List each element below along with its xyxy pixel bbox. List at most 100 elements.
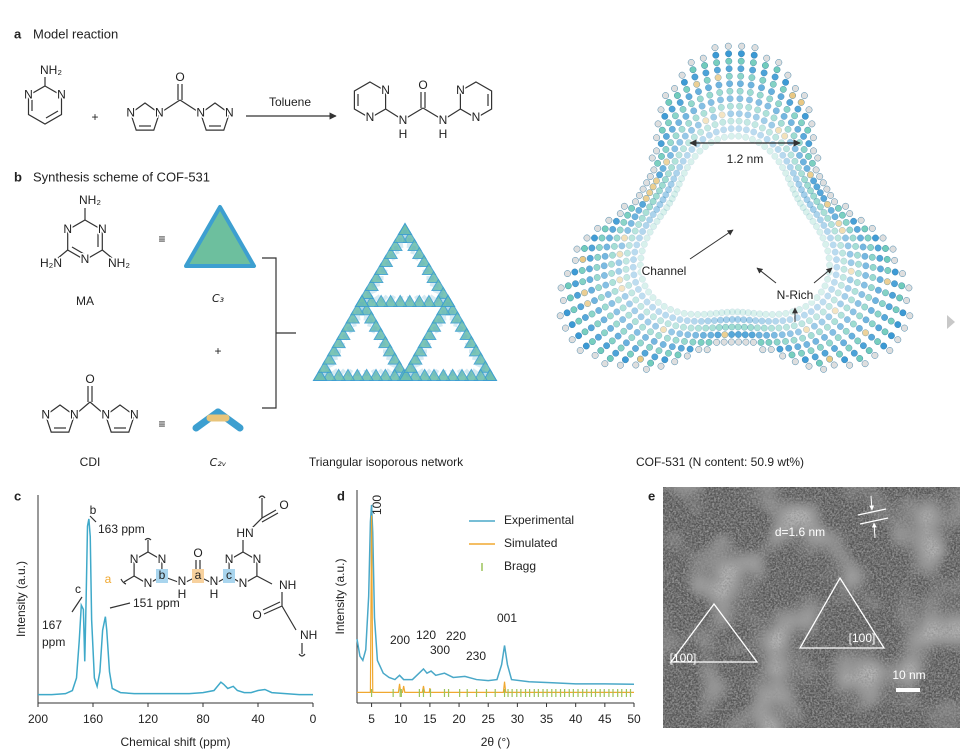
cof-atom [608,269,615,277]
cof-atom [613,308,621,316]
cof-atom [598,234,606,242]
cof-atom [783,157,791,165]
cof-atom [695,324,702,332]
cof-atom [737,65,745,73]
network-tile [377,335,393,349]
cof-atom [808,120,816,128]
network-shade [471,368,482,378]
network-shade [355,309,361,321]
atom-label: N [155,106,164,120]
cof-atom [834,234,842,242]
cof-atom [838,227,846,234]
cof-atom [593,263,601,271]
cof-atom [646,189,654,197]
cof-atom [707,331,715,339]
x-tick-label: 200 [28,712,48,726]
cof-atom [662,92,669,100]
cof-atom [891,256,898,264]
cof-atom [673,169,680,177]
network-tile [407,238,422,252]
cof-atom [768,311,776,318]
cof-atom [752,317,759,324]
cof-atom [595,333,602,341]
panel-label: b [14,169,22,184]
cof-atom [665,119,672,127]
annotation: 120 [416,628,436,642]
network-tile [377,368,393,382]
cof-atom [612,349,620,357]
cof-atom [576,347,584,354]
cof-atom [824,200,831,208]
cof-atom [722,323,729,331]
cof-atom [614,332,622,340]
cof-atom [778,331,786,339]
cof-atom [618,284,626,292]
cof-atom [691,73,699,81]
cof-atom [843,316,851,323]
cof-atom [703,346,711,354]
cof-atom [564,270,571,277]
cof-atom [858,291,866,298]
cof-atom [621,292,629,300]
network-tile [398,368,414,382]
cof-atom [869,263,877,271]
cof-atom [630,256,637,263]
cof-atom [695,88,702,96]
atom-label: a [195,568,202,582]
cof-atom [649,211,657,218]
cof-atom [626,300,633,308]
network-shade [346,325,354,334]
cof-atom [797,199,804,207]
cof-atom [663,204,671,212]
network-tile [477,360,493,373]
cof-atom [729,308,736,316]
cof-atom [852,242,859,250]
cof-atom [622,265,630,273]
cof-atom [763,54,771,62]
cof-atom [577,303,585,311]
cof-atom [889,291,896,299]
network-tile [473,352,489,365]
cof-atom [621,234,628,242]
cof-atom [687,324,695,332]
cof-atom [827,191,834,199]
cof-atom [739,308,747,316]
n-rich-label: N-Rich [777,288,814,302]
cof-atom [700,331,707,339]
cof-atom [803,165,811,172]
cof-atom [867,244,874,251]
cof-atom [616,226,624,234]
network-shade [374,333,382,341]
cof-atom [647,328,654,336]
network-shade [367,317,374,328]
cof-atom [846,250,854,258]
cof-atom [764,102,772,110]
network-shade [453,317,460,328]
network-tile [392,294,408,308]
cof-atom [761,143,769,150]
cof-atom [717,316,724,324]
channel-arrow [689,229,734,260]
cof-atom [736,95,744,103]
cof-atom [635,206,643,214]
cof-atom [839,273,847,281]
network-tile [468,343,484,357]
atom-label: N [381,83,390,97]
cof-atom [792,190,799,198]
network-tile [416,254,432,268]
y-axis-label: Intensity (a.u.) [14,561,28,637]
cof-atom [766,95,774,103]
cof-atom [611,287,619,295]
cof-atom [807,332,815,339]
cof-atom [786,163,794,171]
atom-label: N [41,408,50,422]
cof-atom [850,349,858,357]
cof-atom [821,282,829,290]
atom-label: N [399,113,408,127]
network-shade [414,355,424,362]
cof-atom [700,310,708,318]
cof-atom [816,189,824,197]
cof-atom [856,312,863,320]
x-axis-label: 2θ (°) [481,735,510,749]
cof-atom [668,164,675,172]
